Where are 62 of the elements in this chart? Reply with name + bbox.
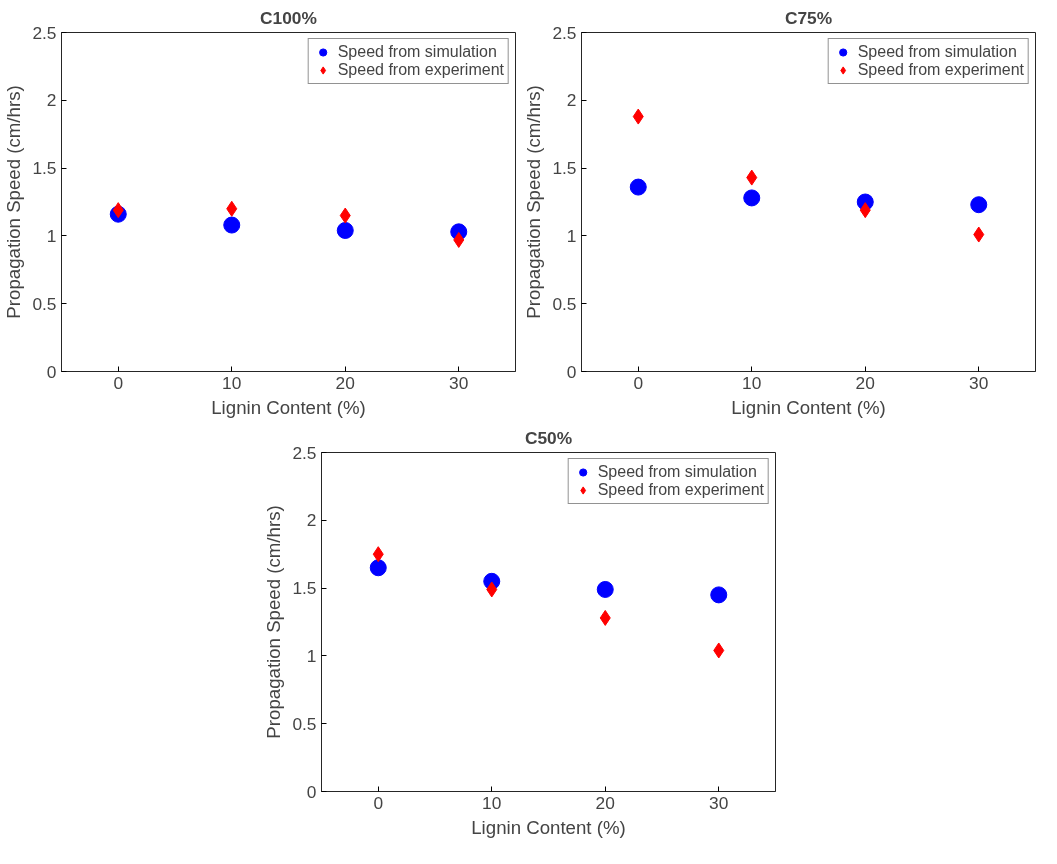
point: [486, 581, 498, 598]
point: [112, 202, 124, 219]
y-tick-label: 0.5: [552, 293, 577, 314]
point: [632, 108, 644, 125]
point: [336, 221, 354, 239]
y-axis-title: Propagation Speed (cm/hrs): [3, 85, 25, 319]
y-tick-label: 2.5: [292, 442, 317, 463]
point: [629, 178, 647, 196]
point: [226, 200, 238, 217]
legend-label: Speed from simulation: [857, 43, 1017, 61]
y-tick-label: 0.5: [32, 293, 57, 314]
point: [223, 216, 241, 234]
x-tick-label: 20: [855, 372, 875, 393]
point: [970, 196, 988, 214]
point: [746, 169, 758, 186]
x-tick-label: 10: [482, 792, 502, 813]
y-axis-title: Propagation Speed (cm/hrs): [263, 505, 285, 739]
chart-title: C100%: [260, 7, 317, 28]
x-tick-label: 20: [595, 792, 615, 813]
y-tick-label: 2: [306, 510, 317, 531]
x-tick-label: 30: [969, 372, 989, 393]
y-tick-label: 1.5: [552, 158, 577, 179]
y-tick-label: 0.5: [292, 713, 317, 734]
x-tick-label: 30: [709, 792, 729, 813]
chart-title: C75%: [784, 7, 833, 28]
y-tick-label: 2: [566, 90, 577, 111]
y-tick-label: 1.5: [292, 578, 317, 599]
x-axis-title: Lignin Content (%): [471, 816, 626, 838]
x-tick-label: 0: [113, 372, 124, 393]
point: [453, 231, 465, 248]
y-tick-label: 1: [566, 225, 577, 246]
legend-label: Speed from experiment: [857, 61, 1024, 79]
legend-label: Speed from experiment: [597, 481, 764, 499]
y-tick-label: 2.5: [552, 22, 577, 43]
legend-label: Speed from simulation: [337, 43, 497, 61]
legend-label: Speed from simulation: [597, 463, 757, 481]
y-tick-label: 2.5: [32, 22, 57, 43]
y-tick-label: 2: [46, 90, 57, 111]
legend-label: Speed from experiment: [337, 61, 504, 79]
point: [599, 609, 611, 626]
x-tick-label: 20: [335, 372, 355, 393]
point: [596, 580, 614, 598]
point: [710, 586, 728, 604]
x-axis-title: Lignin Content (%): [731, 396, 886, 418]
y-tick-label: 1.5: [32, 158, 57, 179]
y-tick-label: 1: [306, 645, 317, 666]
y-tick-label: 1: [46, 225, 57, 246]
x-axis-title: Lignin Content (%): [211, 396, 366, 418]
x-tick-label: 30: [449, 372, 469, 393]
x-tick-label: 0: [373, 792, 384, 813]
point: [372, 546, 384, 563]
x-tick-label: 10: [742, 372, 762, 393]
x-tick-label: 0: [633, 372, 644, 393]
y-axis-title: Propagation Speed (cm/hrs): [523, 85, 545, 319]
chart-title: C50%: [524, 427, 573, 448]
x-tick-label: 10: [222, 372, 242, 393]
point: [369, 559, 387, 577]
point: [743, 189, 761, 207]
point: [859, 202, 871, 219]
point: [339, 207, 351, 224]
point: [973, 226, 985, 243]
point: [713, 642, 725, 659]
